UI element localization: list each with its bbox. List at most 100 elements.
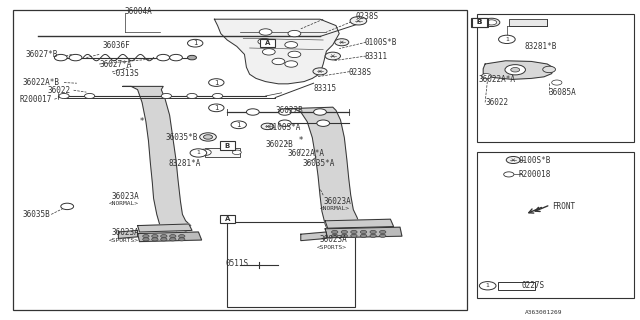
Polygon shape	[285, 107, 360, 237]
Text: 1: 1	[236, 122, 241, 128]
Text: 1: 1	[193, 40, 198, 46]
Text: 36027*A: 36027*A	[99, 60, 132, 68]
Text: <SPORTS>: <SPORTS>	[109, 237, 139, 243]
Circle shape	[511, 68, 520, 72]
Bar	[471, 18, 488, 27]
Text: 36004A: 36004A	[125, 7, 152, 16]
Text: 36085A: 36085A	[548, 88, 576, 97]
Circle shape	[161, 238, 167, 241]
Circle shape	[506, 156, 520, 164]
Circle shape	[161, 235, 167, 238]
Circle shape	[179, 238, 185, 241]
Text: 1: 1	[214, 105, 219, 111]
Circle shape	[188, 39, 203, 47]
Circle shape	[370, 230, 376, 234]
Bar	[498, 282, 535, 290]
Circle shape	[272, 58, 285, 65]
Circle shape	[170, 238, 176, 241]
Text: -0313S: -0313S	[112, 69, 140, 78]
Circle shape	[69, 54, 82, 61]
Text: 36023A: 36023A	[112, 192, 140, 201]
Circle shape	[317, 120, 330, 126]
Polygon shape	[214, 19, 339, 84]
Circle shape	[380, 234, 386, 237]
Circle shape	[212, 93, 223, 99]
Text: B: B	[225, 143, 230, 148]
Text: 0227S: 0227S	[522, 281, 545, 290]
Text: 83315: 83315	[314, 84, 337, 93]
Text: 0100S*A: 0100S*A	[269, 123, 301, 132]
Bar	[477, 14, 634, 142]
Text: 36023A: 36023A	[320, 236, 348, 244]
Polygon shape	[483, 61, 554, 79]
Circle shape	[341, 234, 348, 237]
Circle shape	[332, 230, 338, 234]
Text: 36022: 36022	[485, 98, 508, 107]
Circle shape	[152, 235, 158, 238]
Circle shape	[505, 65, 525, 75]
Text: 83281*B: 83281*B	[525, 42, 557, 51]
Text: R200018: R200018	[518, 170, 551, 179]
Text: A363001269: A363001269	[525, 309, 563, 315]
Circle shape	[152, 238, 158, 241]
Text: 0238S: 0238S	[349, 68, 372, 76]
Circle shape	[380, 230, 386, 234]
Text: 36035*B: 36035*B	[165, 133, 198, 142]
Circle shape	[486, 20, 497, 25]
Circle shape	[481, 74, 492, 79]
Circle shape	[198, 149, 211, 156]
Text: 36022B: 36022B	[266, 140, 293, 148]
Polygon shape	[123, 86, 191, 234]
Bar	[260, 39, 275, 47]
Text: 36022A*A: 36022A*A	[288, 149, 325, 158]
Bar	[477, 152, 634, 298]
Circle shape	[325, 52, 340, 60]
Polygon shape	[325, 227, 402, 238]
Circle shape	[314, 109, 326, 115]
Circle shape	[360, 234, 367, 237]
Circle shape	[351, 234, 357, 237]
Bar	[509, 19, 547, 26]
Circle shape	[335, 39, 349, 46]
Text: 0100S*B: 0100S*B	[518, 156, 551, 164]
Circle shape	[278, 120, 291, 126]
Circle shape	[288, 51, 301, 58]
Text: 1: 1	[214, 80, 219, 85]
Circle shape	[543, 66, 556, 73]
Text: 0238S: 0238S	[355, 12, 378, 20]
Circle shape	[84, 93, 95, 99]
Circle shape	[157, 54, 170, 61]
Text: 36022A*B: 36022A*B	[22, 78, 60, 87]
Circle shape	[259, 29, 272, 35]
Text: 1: 1	[196, 150, 200, 156]
Text: 36022: 36022	[48, 86, 71, 95]
Bar	[13, 10, 467, 310]
Circle shape	[261, 123, 274, 130]
Circle shape	[170, 54, 182, 61]
Circle shape	[278, 109, 291, 115]
Circle shape	[350, 17, 367, 25]
Bar	[227, 222, 355, 307]
Polygon shape	[325, 219, 394, 228]
Circle shape	[59, 93, 69, 99]
Circle shape	[262, 49, 275, 55]
Text: 36035*A: 36035*A	[302, 159, 335, 168]
Circle shape	[187, 93, 197, 99]
Text: 36023A: 36023A	[323, 197, 351, 206]
Text: 36022B: 36022B	[275, 106, 303, 115]
Polygon shape	[138, 224, 192, 232]
Circle shape	[552, 80, 562, 85]
Circle shape	[54, 54, 67, 61]
Circle shape	[179, 235, 185, 238]
Circle shape	[143, 238, 149, 241]
Circle shape	[483, 18, 500, 27]
Text: A: A	[225, 216, 230, 222]
Circle shape	[285, 42, 298, 48]
Circle shape	[288, 30, 301, 37]
Circle shape	[258, 38, 271, 45]
Circle shape	[285, 61, 298, 67]
Text: FRONT: FRONT	[552, 202, 575, 211]
Text: 36022A*A: 36022A*A	[479, 75, 516, 84]
Circle shape	[479, 282, 496, 290]
Text: 83281*A: 83281*A	[168, 159, 201, 168]
